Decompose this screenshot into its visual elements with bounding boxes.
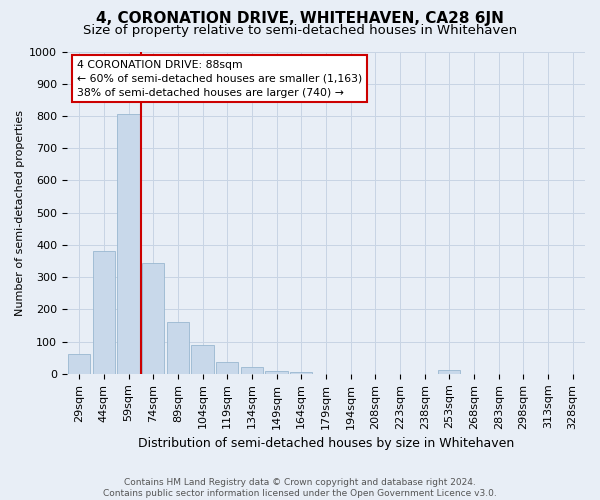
Text: Size of property relative to semi-detached houses in Whitehaven: Size of property relative to semi-detach…	[83, 24, 517, 37]
Bar	[290, 372, 313, 374]
Bar	[191, 346, 214, 374]
Bar	[216, 362, 238, 374]
Bar	[265, 370, 288, 374]
Bar	[68, 354, 91, 374]
Y-axis label: Number of semi-detached properties: Number of semi-detached properties	[15, 110, 25, 316]
Bar	[142, 262, 164, 374]
X-axis label: Distribution of semi-detached houses by size in Whitehaven: Distribution of semi-detached houses by …	[138, 437, 514, 450]
Bar	[118, 114, 140, 374]
Text: Contains HM Land Registry data © Crown copyright and database right 2024.
Contai: Contains HM Land Registry data © Crown c…	[103, 478, 497, 498]
Bar	[438, 370, 460, 374]
Bar	[241, 368, 263, 374]
Text: 4 CORONATION DRIVE: 88sqm
← 60% of semi-detached houses are smaller (1,163)
38% : 4 CORONATION DRIVE: 88sqm ← 60% of semi-…	[77, 60, 362, 98]
Bar	[93, 252, 115, 374]
Text: 4, CORONATION DRIVE, WHITEHAVEN, CA28 6JN: 4, CORONATION DRIVE, WHITEHAVEN, CA28 6J…	[96, 11, 504, 26]
Bar	[167, 322, 189, 374]
